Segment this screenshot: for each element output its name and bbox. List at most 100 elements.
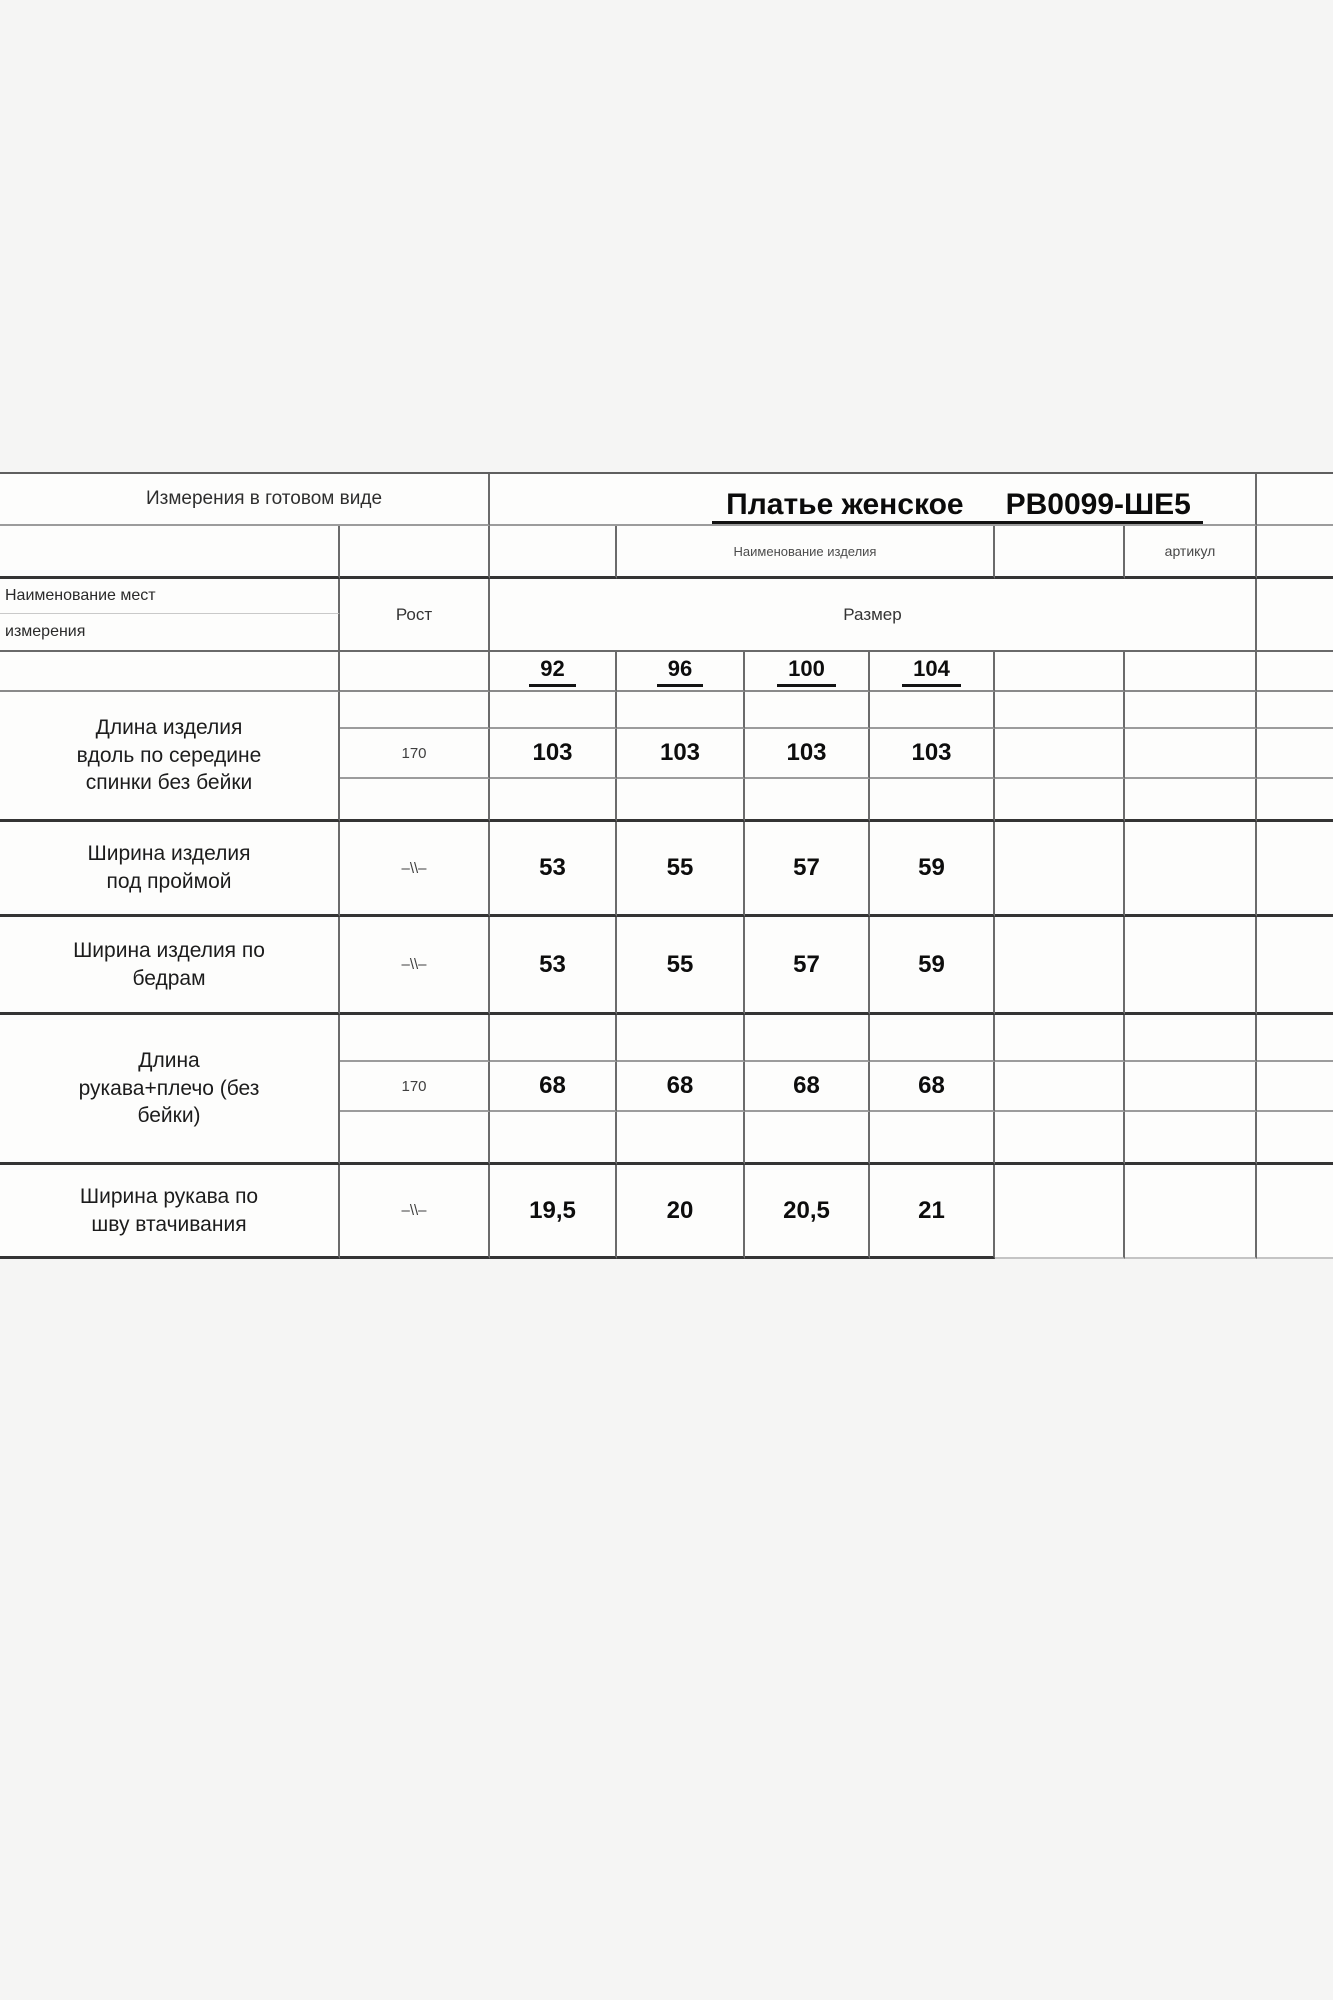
cell-empty: [0, 652, 340, 692]
cell-empty: [995, 1165, 1125, 1259]
size-value-cell: 53: [490, 917, 617, 1015]
cell-empty: [340, 1015, 490, 1062]
cell-empty: [340, 692, 490, 729]
measurement-name-text: Длина изделия вдоль по середине спинки б…: [76, 715, 262, 795]
article-caption: артикул: [1125, 526, 1257, 579]
cell-empty: [745, 1015, 870, 1062]
size-header-96: 96: [617, 652, 745, 692]
cell-empty: [340, 1112, 490, 1165]
cell-empty: [1257, 1112, 1333, 1165]
cell-empty: [995, 1062, 1125, 1112]
measurement-name: Ширина изделия под проймой: [0, 822, 340, 917]
cell-empty: [490, 779, 617, 822]
cell-empty: [1257, 917, 1333, 1015]
cell-empty: [1257, 822, 1333, 917]
cell-empty: [995, 652, 1125, 692]
cell-empty: [1125, 1062, 1257, 1112]
article-code: РВ0099-ШЕ5: [1005, 487, 1191, 521]
cell-empty: [1125, 822, 1257, 917]
height-value-cell: –\\–: [340, 822, 490, 917]
size-chart-table: Измерения в готовом виде Платье женское …: [0, 472, 1333, 1259]
height-column-header: Рост: [340, 579, 490, 652]
cell-empty: [1257, 779, 1333, 822]
cell-empty: [1257, 1062, 1333, 1112]
cell-empty: [870, 1015, 995, 1062]
cell-empty: [0, 526, 340, 579]
cell-empty: [995, 1015, 1125, 1062]
cell-empty: [617, 1015, 745, 1062]
cell-empty: [745, 779, 870, 822]
size-value-cell: 59: [870, 822, 995, 917]
cell-empty: [995, 526, 1125, 579]
cell-empty: [490, 692, 617, 729]
cell-empty: [617, 692, 745, 729]
measurements-note: Измерения в готовом виде: [0, 474, 490, 526]
cell-empty: [340, 526, 490, 579]
size-value-cell: 103: [617, 729, 745, 779]
size-header-label: 104: [902, 656, 961, 687]
size-value-cell: 57: [745, 822, 870, 917]
cell-empty: [870, 779, 995, 822]
cell-empty: [1257, 692, 1333, 729]
height-value-cell: –\\–: [340, 1165, 490, 1259]
product-title-cell: Платье женское РВ0099-ШЕ5: [490, 474, 1257, 526]
measurement-name-text: Длина рукава+плечо (без бейки): [78, 1048, 260, 1128]
size-value-cell: 103: [870, 729, 995, 779]
size-header-92: 92: [490, 652, 617, 692]
measurement-name: Длина рукава+плечо (без бейки): [0, 1015, 340, 1165]
cell-empty: [1125, 779, 1257, 822]
cell-empty: [995, 692, 1125, 729]
cell-empty: [490, 526, 617, 579]
size-value-cell: 20: [617, 1165, 745, 1259]
cell-empty: [745, 1112, 870, 1165]
cell-empty: [1125, 917, 1257, 1015]
size-group-header: Размер: [490, 579, 1257, 652]
size-value-cell: 20,5: [745, 1165, 870, 1259]
size-value-cell: 55: [617, 822, 745, 917]
cell-empty: [1125, 692, 1257, 729]
cell-empty: [1125, 652, 1257, 692]
cell-empty: [1257, 526, 1333, 579]
size-header-label: 100: [777, 656, 836, 687]
cell-empty: [870, 692, 995, 729]
cell-empty: [1257, 579, 1333, 652]
size-value-cell: 21: [870, 1165, 995, 1259]
cell-empty: [1125, 1015, 1257, 1062]
cell-empty: [870, 1112, 995, 1165]
cell-empty: [1257, 729, 1333, 779]
size-header-label: 96: [656, 656, 704, 687]
size-value-cell: 53: [490, 822, 617, 917]
cell-empty: [995, 729, 1125, 779]
row-header-line2: измерения: [0, 614, 340, 652]
size-value-cell: 59: [870, 917, 995, 1015]
cell-empty: [1257, 1015, 1333, 1062]
measurement-name-text: Ширина рукава по шву втачивания: [79, 1184, 259, 1236]
measurement-name: Ширина рукава по шву втачивания: [0, 1165, 340, 1259]
cell-empty: [995, 822, 1125, 917]
cell-empty: [1257, 1165, 1333, 1259]
height-value-cell: 170: [340, 729, 490, 779]
size-value-cell: 68: [490, 1062, 617, 1112]
cell-empty: [490, 1112, 617, 1165]
measurement-name: Длина изделия вдоль по середине спинки б…: [0, 692, 340, 822]
measurement-name-text: Ширина изделия по бедрам: [73, 938, 265, 990]
size-value-cell: 68: [745, 1062, 870, 1112]
cell-empty: [995, 917, 1125, 1015]
cell-empty: [745, 692, 870, 729]
cell-empty: [617, 779, 745, 822]
cell-empty: [1125, 729, 1257, 779]
measurement-name-text: Ширина изделия под проймой: [87, 842, 251, 893]
product-name-caption: Наименование изделия: [617, 526, 995, 579]
size-value-cell: 57: [745, 917, 870, 1015]
cell-empty: [1125, 1112, 1257, 1165]
size-value-cell: 68: [870, 1062, 995, 1112]
cell-empty: [1125, 1165, 1257, 1259]
cell-empty: [1257, 474, 1333, 526]
cell-empty: [995, 779, 1125, 822]
height-value-cell: 170: [340, 1062, 490, 1112]
title-underline: Платье женское РВ0099-ШЕ5: [712, 487, 1203, 524]
size-header-label: 92: [529, 656, 576, 687]
size-value-cell: 55: [617, 917, 745, 1015]
size-value-cell: 19,5: [490, 1165, 617, 1259]
